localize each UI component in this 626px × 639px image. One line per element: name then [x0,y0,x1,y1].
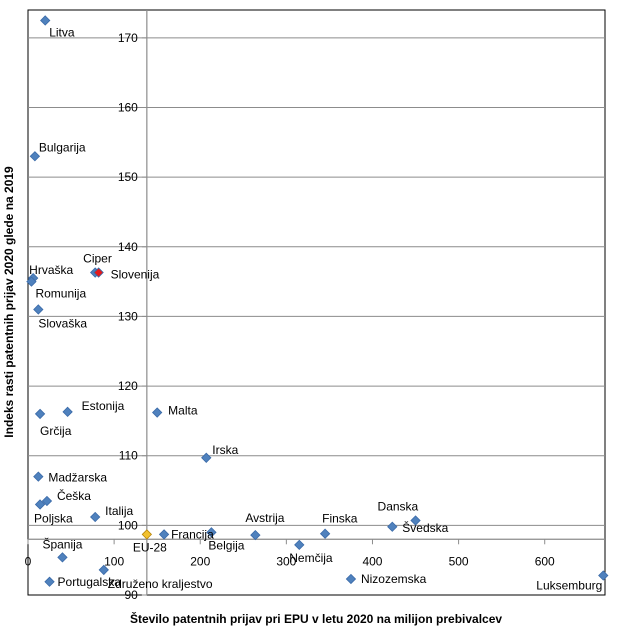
data-point [62,406,73,418]
grid-lines [28,37,605,526]
data-point [34,499,46,510]
data-point [90,511,101,523]
data-point [141,529,153,540]
y-tick-label: 100 [118,518,138,532]
data-point-label: Bulgarija [39,140,86,154]
data-point-label: Švedska [402,520,448,535]
data-point [598,570,609,581]
x-tick-label: 300 [276,554,296,568]
data-point [33,471,44,482]
y-tick-label: 110 [119,449,138,463]
x-tick-label: 400 [362,554,382,568]
y-tick-label: 130 [118,309,138,323]
data-point-label: Irska [212,443,238,457]
data-point [250,529,261,541]
data-point-label: Italija [105,504,133,518]
data-point-label: Češka [57,488,91,503]
data-point-label: Poljska [34,511,73,525]
data-point [345,573,357,585]
data-point [26,276,37,287]
y-tick-label: 170 [118,31,138,45]
axes [27,10,605,596]
data-point-label: Romunija [35,287,86,301]
x-tick-label: 0 [25,554,32,568]
data-point-label: Danska [378,499,419,513]
x-axis-title: Število patentnih prijav pri EPU v letu … [130,611,502,626]
data-point-label: Hrvaška [29,263,73,277]
data-point [33,304,44,315]
data-point [158,529,170,540]
data-point [294,539,305,551]
data-point [57,552,68,563]
data-point-label: EU-28 [133,540,167,554]
data-point [34,408,46,420]
data-point [206,527,217,538]
data-point-label: Združeno kraljestvo [108,577,213,591]
data-point-label: Madžarska [48,471,107,485]
data-point-label: Luksemburg [536,579,602,593]
x-tick-label: 500 [449,554,469,568]
data-point-label: Belgija [208,538,244,552]
y-tick-label: 90 [124,588,138,602]
data-point-label: Španija [42,536,82,551]
data-point-label: Francija [171,527,214,541]
data-point [44,576,55,587]
y-axis-title: Indeks rasti patentnih prijav 2020 glede… [2,166,16,438]
data-point-label: Portugalska [58,575,122,589]
data-point [152,407,163,418]
y-tick-label: 140 [118,240,138,254]
data-point-label: Malta [168,404,198,418]
data-point [29,151,41,162]
y-tick-label: 120 [118,379,138,393]
data-point-label: Slovaška [38,316,87,330]
data-points [26,15,609,587]
data-point-label: Grčija [40,424,72,438]
data-point [387,521,398,532]
data-point-label: Litva [49,25,75,39]
tick-labels: 0 100 200 300 400 500 600 90 100 110 120 130 140 150 1… [25,31,555,602]
data-point [93,267,104,278]
y-tick-label: 160 [118,101,138,115]
data-point [98,564,109,576]
point-labels: Litva Bulgarija Hrvaška Romunija Ciper Sloven… [29,25,602,592]
x-tick-label: 200 [190,554,210,568]
x-tick-label: 600 [535,554,555,568]
data-point-label: Ciper [83,252,112,266]
data-point-label: Avstrija [245,511,284,525]
data-point [40,15,51,26]
data-point-label: Slovenija [111,268,160,282]
data-point-label: Nizozemska [361,572,427,586]
data-point [41,495,53,507]
data-point [201,452,212,463]
data-point [410,515,421,526]
data-point-label: Finska [322,512,358,526]
x-tick-label: 100 [104,554,124,568]
data-point-label: Estonija [82,399,125,413]
data-point-label: Nemčija [289,551,333,565]
data-point [319,528,331,539]
y-tick-label: 150 [118,170,138,184]
